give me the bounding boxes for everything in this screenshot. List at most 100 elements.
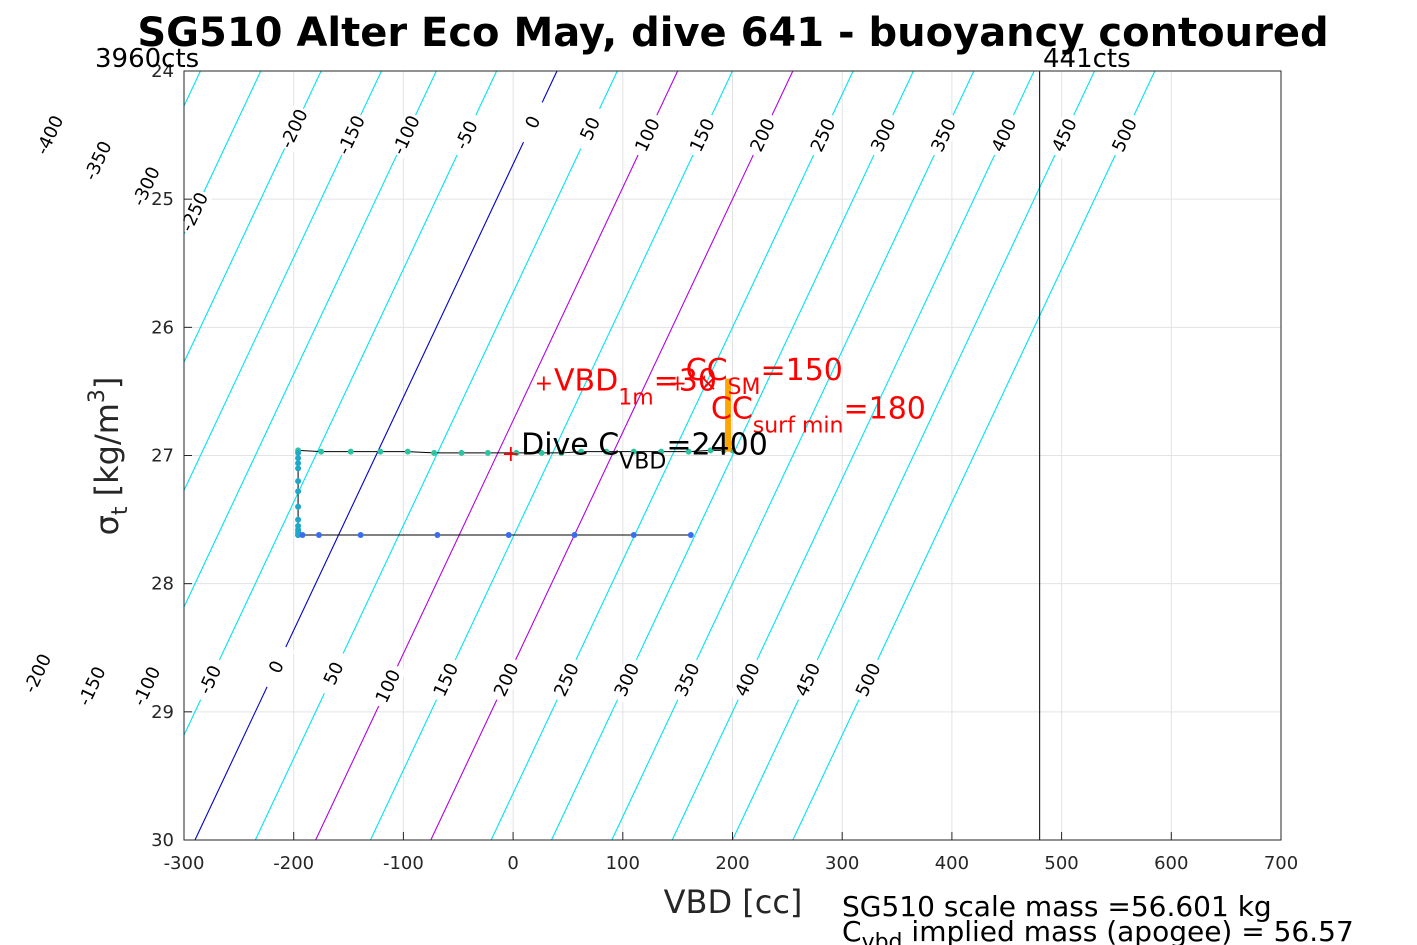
annotation-main: CC [711, 392, 753, 427]
contour-line [254, 70, 618, 841]
contour-line [194, 70, 558, 841]
vertical-segment-point [295, 449, 302, 456]
footer-implied-text: implied mass (apogee) = 56.57 [903, 915, 1354, 945]
contour-line [369, 70, 733, 841]
contour-label-bg [387, 110, 425, 160]
contour-line [430, 70, 794, 841]
contour-label-bg [608, 655, 646, 704]
contour-line [490, 70, 854, 841]
x-tick-label: 200 [715, 853, 749, 874]
marker: × [699, 371, 717, 396]
x-tick-label: 300 [825, 853, 859, 874]
upper-branch-point [458, 449, 465, 456]
x-tick-label: 400 [935, 853, 969, 874]
y-axis-label: σt [kg/m3] [85, 377, 133, 536]
footer-c: C [842, 915, 862, 945]
upper-branch-point [685, 448, 692, 455]
upper-branch-point [578, 448, 585, 455]
annotation-sub: VBD [619, 450, 666, 475]
vertical-segment-point [295, 488, 302, 495]
contour-label-bg [514, 98, 552, 147]
upper-branch-point [404, 448, 411, 455]
contour-label-bg [804, 110, 842, 160]
y-label-unit: [kg/m [88, 403, 126, 506]
contour-label-bg [729, 655, 767, 704]
contour-line [183, 70, 498, 736]
lower-branch-point [434, 531, 441, 538]
upper-branch-point [513, 449, 520, 456]
x-axis-label: VBD [cc] [664, 883, 803, 921]
contour-label-bg [1045, 110, 1083, 160]
x-tick-label: -300 [164, 853, 205, 874]
contour-line [315, 70, 679, 841]
vertical-segment-point [295, 460, 302, 467]
contour-label-bg [19, 649, 56, 698]
lower-branch-point [357, 531, 364, 538]
x-tick-label: 500 [1044, 853, 1078, 874]
y-label-close: ] [88, 377, 126, 389]
x-tick-label: -200 [273, 853, 314, 874]
contour-label-bg [332, 110, 370, 160]
y-tick-label: 25 [151, 189, 174, 210]
upper-branch-point [558, 449, 565, 456]
vertical-segment-point [295, 478, 302, 485]
lower-branch-point [505, 531, 512, 538]
contour-label-bg [275, 104, 313, 153]
y-tick-label: 24 [151, 61, 174, 82]
y-tick-label: 27 [151, 446, 174, 467]
annotation-main: CC [686, 353, 728, 388]
contour-line [732, 70, 1096, 841]
annotation-sub: surf min [753, 414, 844, 439]
contour-label-bg [1106, 110, 1144, 160]
contour-label-bg [73, 662, 111, 711]
x-tick-label: 700 [1264, 853, 1298, 874]
contour-label-bg [849, 655, 887, 704]
contour-label-bg [668, 655, 706, 704]
annotation-ccsm: CCSM=150 [686, 353, 843, 400]
footer-scale-mass: SG510 scale mass =56.601 kg [842, 890, 1272, 923]
contour-label-bg [369, 662, 407, 711]
y-tick-label: 28 [151, 574, 174, 595]
contour-label-bg [191, 655, 229, 704]
marker: + [535, 371, 553, 396]
contour-label-bg [31, 110, 69, 160]
y-tick-label: 29 [151, 702, 174, 723]
contour-line [611, 70, 975, 841]
annotation-value: =150 [761, 353, 843, 388]
vertical-segment-point [295, 465, 302, 472]
lower-branch-point [687, 531, 694, 538]
contour-label-bg [128, 662, 166, 711]
x-tick-label: 0 [507, 853, 518, 874]
y-tick-label: 30 [151, 830, 174, 851]
lower-branch-point [571, 531, 578, 538]
x-tick-label: 100 [606, 853, 640, 874]
x-tick-label: -100 [383, 853, 424, 874]
upper-branch-point [603, 448, 610, 455]
y-label-sigma: σ [88, 515, 126, 535]
upper-branch-point [347, 448, 354, 455]
contour-label-bg [427, 655, 465, 704]
annotation-sub: 1m [618, 385, 653, 410]
contour-label-bg [79, 136, 117, 185]
contour-label-bg [548, 655, 585, 704]
lower-branch-point [299, 531, 306, 538]
footer-c-sub: vbd [862, 930, 903, 945]
contour-label-bg [176, 187, 213, 237]
upper-branch-point [630, 448, 637, 455]
contour-label-bg [127, 162, 165, 211]
y-tick-label: 26 [151, 317, 174, 338]
annotation-value: =30 [654, 363, 717, 398]
contour-label-bg [448, 110, 485, 160]
upper-branch-point [377, 448, 384, 455]
chart-title: SG510 Alter Eco May, dive 641 - buoyancy… [137, 10, 1328, 56]
upper-branch-point [484, 449, 491, 456]
contour-label-bg [789, 655, 827, 704]
dive-track [295, 447, 736, 538]
vertical-segment-point [295, 503, 302, 510]
contour-label-bg [683, 110, 721, 160]
y-label-sub: t [108, 506, 133, 515]
upper-branch-point [707, 447, 714, 454]
contour-line [183, 70, 201, 107]
